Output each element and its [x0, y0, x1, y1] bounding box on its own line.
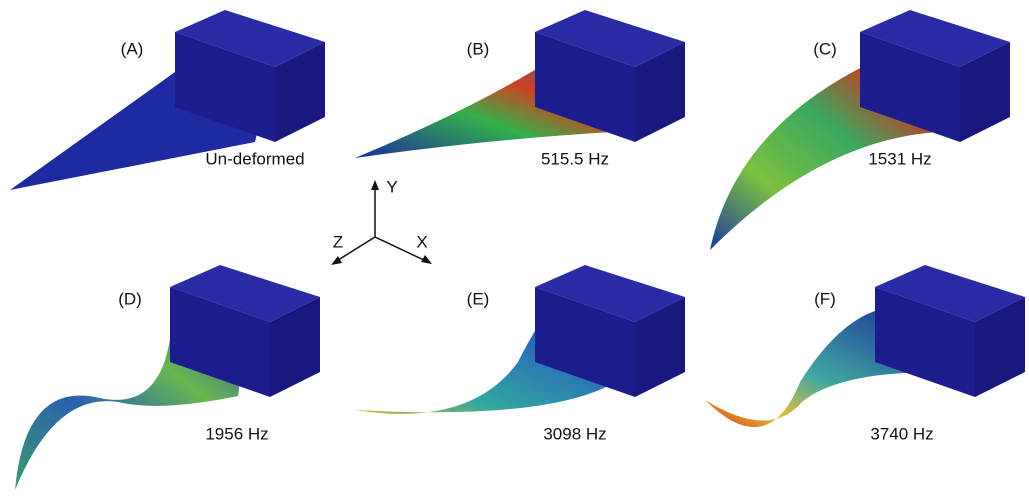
axes — [331, 180, 432, 265]
panel-label: (B) — [467, 39, 490, 58]
axis-label: Y — [386, 177, 397, 196]
panel-d: (D) 1956 Hz — [15, 265, 320, 490]
panel-caption: 3098 Hz — [543, 424, 606, 443]
panel-label: (C) — [813, 39, 837, 58]
panel-caption: 1956 Hz — [205, 424, 268, 443]
panel-label: (F) — [814, 289, 836, 308]
panel-a: (A) Un-deformed — [10, 10, 325, 190]
axis-label: Z — [333, 232, 343, 251]
block — [875, 265, 1025, 397]
panel-label: (D) — [118, 289, 142, 308]
panel-f: (F) 3740 Hz — [705, 265, 1025, 443]
panel-b: (B) 515.5 Hz — [355, 10, 685, 168]
panel-c: (C) 1531 Hz — [710, 10, 1010, 250]
panel-caption: 515.5 Hz — [541, 149, 609, 168]
panel-e: (E) 3098 Hz — [355, 265, 685, 443]
axis-label: X — [416, 232, 427, 251]
panel-label: (E) — [467, 289, 490, 308]
panel-caption: 3740 Hz — [870, 424, 933, 443]
figure: (A) Un-deformed (B) 515.5 Hz (C) 1531 Hz… — [0, 0, 1029, 496]
panel-caption: Un-deformed — [205, 149, 304, 168]
panel-caption: 1531 Hz — [868, 149, 931, 168]
panel-label: (A) — [121, 39, 144, 58]
